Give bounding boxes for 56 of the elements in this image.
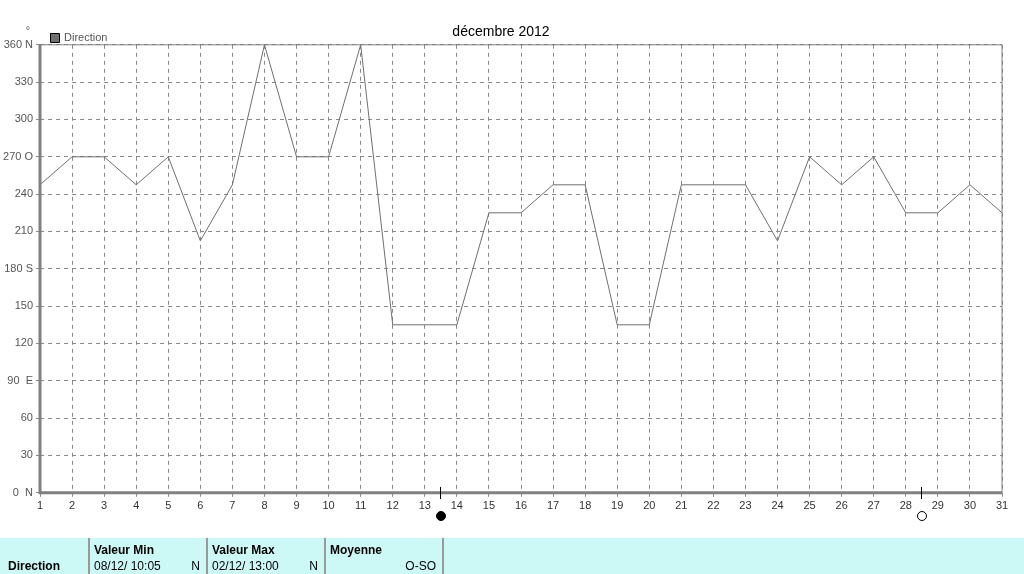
text: N: [309, 559, 318, 573]
text: Direction: [8, 559, 61, 573]
x-tick-label: 6: [197, 499, 204, 512]
x-tick-label: 23: [739, 499, 752, 512]
y-tick-label: 270 O: [3, 149, 34, 162]
x-tick-label: 3: [101, 499, 108, 512]
legend-label: Direction: [64, 31, 108, 44]
x-tick-label: 29: [931, 499, 944, 512]
y-tick-label: 330: [14, 75, 33, 88]
x-tick-label: 22: [707, 499, 720, 512]
x-tick-label: 26: [835, 499, 848, 512]
x-tick-label: 27: [867, 499, 880, 512]
chart-title: décembre 2012: [452, 23, 550, 40]
x-tick-label: 15: [482, 499, 496, 512]
x-tick-label: 4: [133, 499, 140, 512]
x-tick-label: 20: [643, 499, 656, 512]
text: 02/12/ 13:00: [212, 559, 279, 573]
x-tick-label: 17: [546, 499, 560, 512]
x-tick-label: 25: [803, 499, 816, 512]
x-tick-label: 18: [579, 499, 592, 512]
x-tick-label: 1: [36, 499, 44, 512]
y-tick-label: 210: [14, 224, 33, 237]
text: Moyenne: [330, 543, 383, 557]
x-tick-label: 28: [899, 499, 912, 512]
y-tick-label: 0 N: [12, 485, 34, 498]
y-tick-label: 150: [14, 299, 33, 312]
text: N: [191, 559, 200, 573]
x-tick-label: 9: [293, 499, 300, 512]
x-tick-label: 10: [322, 499, 335, 512]
y-tick-label: 300: [14, 112, 33, 125]
x-tick-label: 11: [354, 499, 367, 512]
y-axis-title: °: [25, 24, 31, 36]
x-tick-label: 31: [995, 499, 1009, 512]
y-tick-label: 30: [20, 448, 33, 461]
x-tick-label: 21: [675, 499, 688, 512]
y-tick-label: 180 S: [4, 261, 33, 274]
y-tick-label: 360 N: [3, 37, 34, 50]
x-tick-label: 5: [165, 499, 172, 512]
text: Valeur Min: [94, 543, 155, 557]
x-tick-label: 12: [386, 499, 399, 512]
x-tick-label: 24: [771, 499, 784, 512]
x-tick-label: 14: [450, 499, 463, 512]
x-tick-label: 13: [418, 499, 431, 512]
x-tick-label: 16: [514, 499, 528, 512]
x-tick-label: 19: [611, 499, 624, 512]
y-tick-label: 240: [14, 187, 33, 200]
text: O-SO: [405, 559, 436, 573]
x-tick-label: 30: [963, 499, 977, 512]
x-tick-label: 8: [261, 499, 268, 512]
y-tick-label: 60: [20, 411, 33, 424]
text: 08/12/ 10:05: [94, 559, 161, 573]
y-tick-label: 90 E: [7, 373, 33, 386]
text: Valeur Max: [212, 543, 275, 557]
y-tick-label: 120: [14, 336, 33, 349]
x-tick-label: 7: [229, 499, 236, 512]
x-tick-label: 2: [69, 499, 76, 512]
